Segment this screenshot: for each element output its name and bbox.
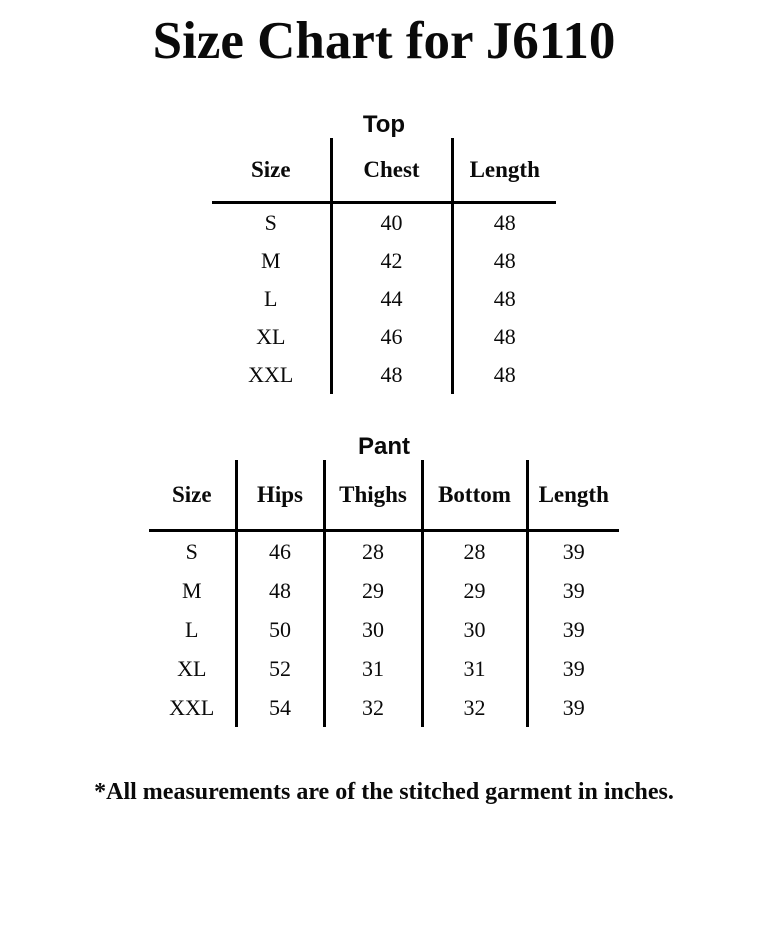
- cell-chest: 42: [329, 242, 452, 280]
- cell-thighs: 30: [322, 610, 422, 649]
- cell-bottom: 30: [420, 610, 527, 649]
- pant-header-hips: Hips: [234, 460, 324, 532]
- cell-size: XXL: [248, 362, 294, 387]
- cell-bottom: 28: [420, 530, 527, 571]
- cell-chest: 46: [329, 318, 452, 356]
- table-row: L 50 30 30 39: [149, 610, 619, 649]
- cell-length: 39: [525, 610, 619, 649]
- cell-chest: 44: [329, 280, 452, 318]
- cell-size: S: [185, 538, 198, 564]
- cell-bottom: 31: [420, 649, 527, 688]
- top-table-header-row: Size Chest Length: [212, 138, 556, 204]
- table-row: L 44 48: [212, 280, 556, 318]
- section-label-pant: Pant: [357, 433, 410, 460]
- table-row: S 46 28 28 39: [149, 530, 619, 571]
- section-label-top: Top: [362, 111, 406, 138]
- cell-chest: 48: [329, 356, 452, 394]
- cell-hips: 52: [234, 649, 324, 688]
- cell-thighs: 29: [322, 571, 422, 610]
- cell-length: 48: [450, 318, 556, 356]
- cell-thighs: 31: [322, 649, 422, 688]
- pant-header-size: Size: [149, 460, 236, 532]
- cell-size: L: [264, 286, 278, 311]
- cell-hips: 48: [234, 571, 324, 610]
- cell-hips: 54: [234, 688, 324, 727]
- cell-hips: 46: [234, 530, 324, 571]
- cell-length: 48: [450, 242, 556, 280]
- table-row: S 40 48: [212, 202, 556, 242]
- cell-size: M: [260, 248, 281, 273]
- pant-table-header-row: Size Hips Thighs Bottom Length: [149, 460, 619, 532]
- top-header-length: Length: [450, 138, 556, 204]
- table-row: XL 52 31 31 39: [149, 649, 619, 688]
- cell-length: 39: [525, 688, 619, 727]
- table-row: XXL 48 48: [212, 356, 556, 394]
- table-row: M 42 48: [212, 242, 556, 280]
- cell-bottom: 32: [420, 688, 527, 727]
- pant-size-table: Size Hips Thighs Bottom Length S 46 28 2…: [149, 460, 619, 727]
- cell-length: 48: [450, 356, 556, 394]
- pant-header-bottom: Bottom: [420, 460, 527, 532]
- cell-length: 39: [525, 571, 619, 610]
- pant-header-thighs: Thighs: [322, 460, 422, 532]
- cell-size: M: [181, 577, 202, 603]
- cell-hips: 50: [234, 610, 324, 649]
- cell-size: XL: [177, 655, 207, 681]
- table-row: M 48 29 29 39: [149, 571, 619, 610]
- top-header-size: Size: [212, 138, 331, 204]
- cell-chest: 40: [329, 202, 452, 242]
- top-size-table: Size Chest Length S 40 48 M 42 48 L 44 4…: [212, 138, 556, 394]
- cell-size: XL: [256, 324, 286, 349]
- page-title: Size Chart for J6110: [152, 12, 616, 70]
- cell-length: 48: [450, 202, 556, 242]
- table-row: XL 46 48: [212, 318, 556, 356]
- cell-length: 39: [525, 649, 619, 688]
- cell-size: L: [185, 616, 199, 642]
- table-row: XXL 54 32 32 39: [149, 688, 619, 727]
- cell-length: 39: [525, 530, 619, 571]
- footnote: *All measurements are of the stitched ga…: [94, 779, 674, 805]
- cell-bottom: 29: [420, 571, 527, 610]
- cell-size: S: [264, 210, 277, 235]
- cell-length: 48: [450, 280, 556, 318]
- top-header-chest: Chest: [329, 138, 452, 204]
- pant-header-length: Length: [525, 460, 619, 532]
- cell-thighs: 28: [322, 530, 422, 571]
- cell-size: XXL: [169, 694, 215, 720]
- cell-thighs: 32: [322, 688, 422, 727]
